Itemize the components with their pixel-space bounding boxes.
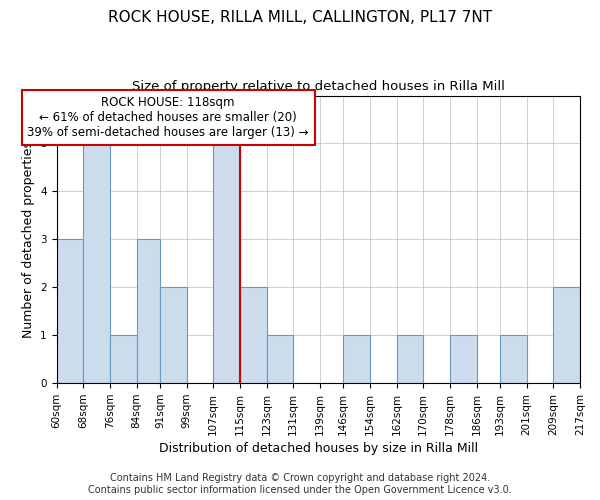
Bar <box>56 240 83 383</box>
Bar <box>240 288 266 383</box>
Bar <box>266 336 293 383</box>
Bar <box>110 336 137 383</box>
Bar <box>343 336 370 383</box>
Bar <box>160 288 187 383</box>
Bar <box>397 336 423 383</box>
Bar <box>137 240 160 383</box>
Y-axis label: Number of detached properties: Number of detached properties <box>22 141 35 338</box>
Text: ROCK HOUSE: 118sqm
← 61% of detached houses are smaller (20)
39% of semi-detache: ROCK HOUSE: 118sqm ← 61% of detached hou… <box>28 96 309 138</box>
Bar <box>83 144 110 383</box>
Bar <box>500 336 527 383</box>
Bar <box>450 336 476 383</box>
Title: Size of property relative to detached houses in Rilla Mill: Size of property relative to detached ho… <box>132 80 505 93</box>
Text: ROCK HOUSE, RILLA MILL, CALLINGTON, PL17 7NT: ROCK HOUSE, RILLA MILL, CALLINGTON, PL17… <box>108 10 492 25</box>
Bar <box>213 144 240 383</box>
X-axis label: Distribution of detached houses by size in Rilla Mill: Distribution of detached houses by size … <box>159 442 478 455</box>
Bar <box>553 288 580 383</box>
Text: Contains HM Land Registry data © Crown copyright and database right 2024.
Contai: Contains HM Land Registry data © Crown c… <box>88 474 512 495</box>
